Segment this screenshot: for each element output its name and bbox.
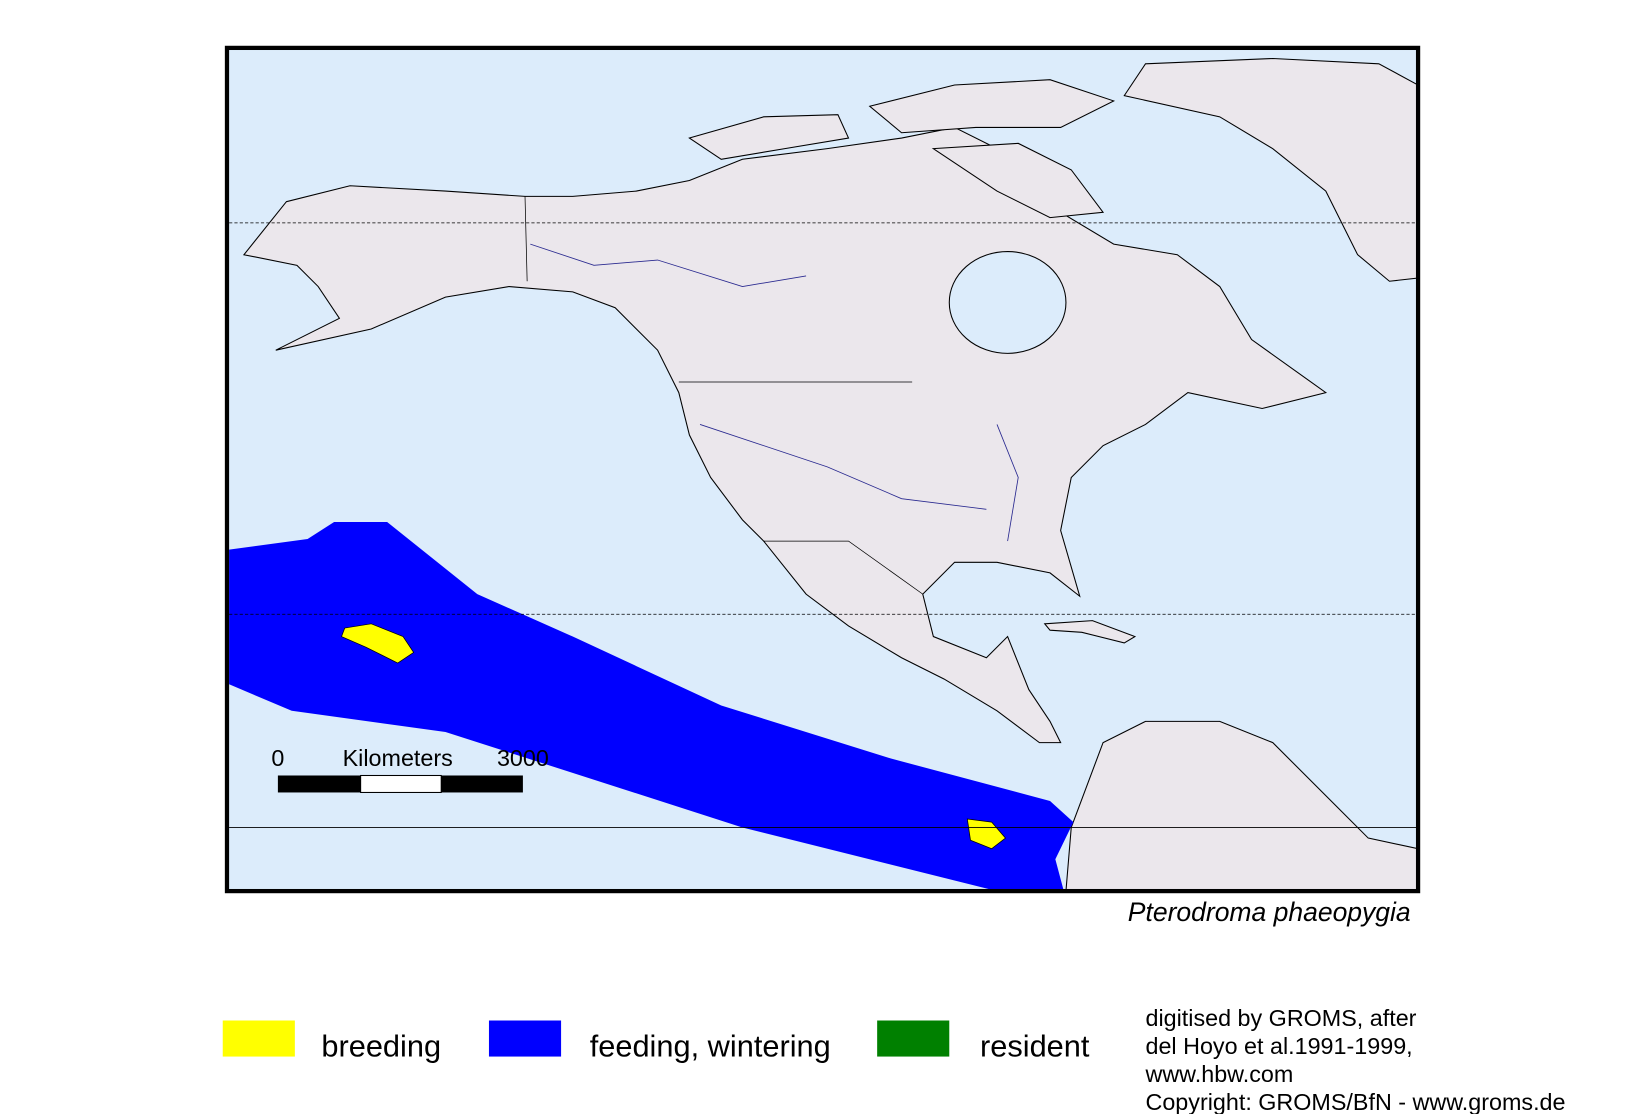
credit-line: www.hbw.com [1144, 1061, 1293, 1087]
scale-start: 0 [271, 745, 284, 771]
credit-line: del Hoyo et al.1991-1999, [1145, 1033, 1412, 1059]
range-breeding [341, 623, 415, 664]
map-frame [224, 45, 1421, 894]
range-breeding [966, 818, 1007, 850]
river [530, 243, 1019, 542]
legend-swatch [488, 1020, 562, 1057]
species-name: Pterodroma phaeopygia [1128, 897, 1411, 927]
greenland [1123, 57, 1419, 282]
scale-bar: 0 Kilometers 3000 [271, 745, 549, 793]
cuba [1043, 620, 1137, 644]
credit-line: Copyright: GROMS/BfN - www.groms.de [1145, 1089, 1565, 1114]
range-feeding [229, 521, 1074, 892]
scale-segment [277, 775, 361, 793]
legend-swatch [222, 1020, 295, 1057]
scale-unit: Kilometers [343, 745, 453, 771]
scale-segment [441, 775, 523, 793]
legend-label: breeding [321, 1029, 441, 1064]
border [524, 196, 923, 595]
legend-label: feeding, wintering [590, 1029, 831, 1064]
legend-label: resident [980, 1029, 1090, 1064]
legend-swatch [877, 1020, 950, 1057]
hudson-bay [948, 251, 1067, 354]
scale-end: 3000 [497, 745, 549, 771]
arctic-island [868, 79, 1116, 134]
credit-line: digitised by GROMS, after [1145, 1005, 1416, 1031]
scale-segment [360, 774, 442, 793]
legend: breeding feeding, wintering resident [222, 1020, 1090, 1064]
arctic-island [688, 114, 850, 160]
arctic-island [931, 142, 1105, 219]
map: 0 Kilometers 3000 [224, 45, 1421, 894]
